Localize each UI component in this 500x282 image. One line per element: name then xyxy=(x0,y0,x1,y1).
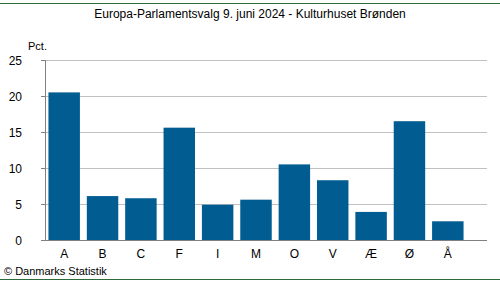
x-tick-label: Æ xyxy=(365,247,377,261)
chart-container: Europa-Parlamentsvalg 9. juni 2024 - Kul… xyxy=(0,0,500,282)
x-tick-label: B xyxy=(99,247,107,261)
x-tick-label: C xyxy=(137,247,146,261)
x-tick-label: A xyxy=(60,247,68,261)
bar xyxy=(240,200,271,240)
bar xyxy=(87,196,118,240)
grid-line xyxy=(45,96,487,97)
y-tick-label: 10 xyxy=(9,162,23,176)
bar xyxy=(394,121,425,240)
x-axis xyxy=(45,240,487,241)
source-note: © Danmarks Statistik xyxy=(4,265,107,277)
grid-line xyxy=(45,60,487,61)
bar xyxy=(432,221,463,240)
x-tick-label: V xyxy=(329,247,337,261)
x-tick-label: Ø xyxy=(405,247,414,261)
frame-bottom xyxy=(0,279,500,280)
bar xyxy=(279,164,310,240)
y-tick-label: 0 xyxy=(15,234,22,248)
frame-top xyxy=(0,3,500,4)
y-tick-label: 25 xyxy=(9,54,23,68)
y-tick-label: 20 xyxy=(9,90,23,104)
y-axis-label: Pct. xyxy=(28,40,47,52)
y-tick xyxy=(41,132,45,133)
title: Europa-Parlamentsvalg 9. juni 2024 - Kul… xyxy=(94,7,406,21)
x-tick-label: O xyxy=(290,247,299,261)
bars xyxy=(48,92,463,240)
bar xyxy=(125,198,156,240)
y-tick xyxy=(41,96,45,97)
grid-line xyxy=(45,240,487,241)
y-tick xyxy=(41,60,45,61)
y-axis xyxy=(45,60,46,240)
bar xyxy=(317,180,348,240)
x-tick-label: I xyxy=(216,247,219,261)
x-tick-label: M xyxy=(251,247,261,261)
bar xyxy=(164,128,195,240)
y-tick-label: 15 xyxy=(9,126,23,140)
x-tick-label: Å xyxy=(444,246,452,261)
bar xyxy=(202,205,233,240)
y-tick xyxy=(41,204,45,205)
chart-svg: Europa-Parlamentsvalg 9. juni 2024 - Kul… xyxy=(0,0,500,282)
y-tick xyxy=(41,240,45,241)
y-tick xyxy=(41,168,45,169)
bar xyxy=(48,92,79,240)
y-tick-label: 5 xyxy=(15,198,22,212)
bar xyxy=(355,212,386,240)
x-tick-label: F xyxy=(176,247,183,261)
